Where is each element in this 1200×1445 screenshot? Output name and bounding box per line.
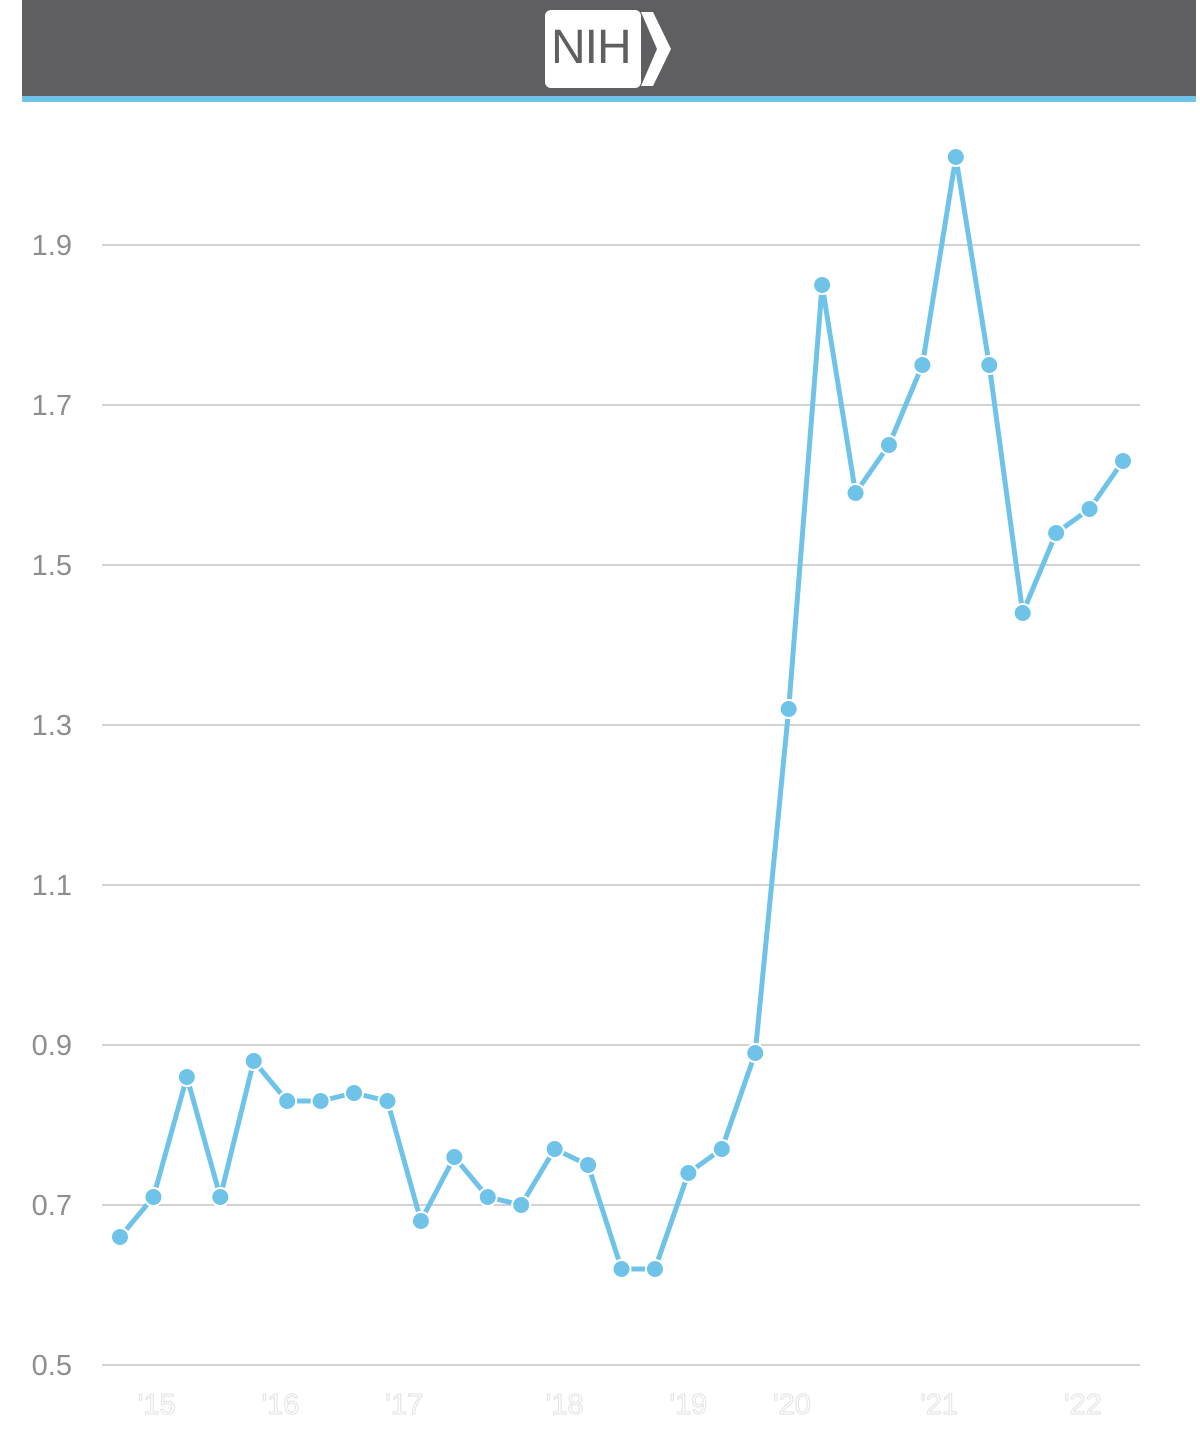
data-point — [711, 1139, 732, 1159]
data-point — [1012, 603, 1033, 623]
data-point — [176, 1067, 197, 1087]
data-point — [410, 1211, 431, 1231]
x-tick-label: '22 — [1064, 1389, 1102, 1421]
x-axis-ticks: '15 '16 '17 '18 '19 '20 '21 '22 — [137, 1389, 1102, 1422]
y-tick-label: 0.9 — [32, 1030, 72, 1062]
data-point — [110, 1227, 130, 1247]
data-point — [878, 435, 899, 455]
data-point — [511, 1195, 532, 1215]
data-point — [444, 1147, 465, 1167]
x-tick-label: '16 — [262, 1389, 300, 1421]
x-tick-label: '18 — [546, 1389, 584, 1421]
data-point — [845, 483, 866, 503]
x-tick-label: '19 — [669, 1389, 707, 1421]
data-point — [945, 147, 966, 167]
series-layer — [110, 147, 1133, 1279]
chevron-icon — [641, 12, 671, 86]
logo-text: NIH — [551, 21, 632, 74]
data-point — [1079, 499, 1100, 519]
y-axis-ticks: 0.5 0.7 0.9 1.1 1.3 1.5 1.7 1.9 — [32, 230, 72, 1382]
nih-logo: NIH — [545, 10, 673, 90]
data-point — [477, 1187, 498, 1207]
series-line — [118, 154, 1126, 1272]
y-tick-label: 1.3 — [32, 710, 72, 742]
data-point — [344, 1083, 365, 1103]
x-tick-label: '15 — [138, 1389, 176, 1421]
data-point — [912, 355, 933, 375]
data-point — [377, 1091, 398, 1111]
data-point — [745, 1043, 766, 1063]
data-point — [544, 1139, 565, 1159]
data-point — [979, 355, 1000, 375]
data-point — [812, 275, 833, 295]
data-point — [210, 1187, 231, 1207]
x-tick-label: '20 — [773, 1389, 811, 1421]
data-point — [1046, 523, 1067, 543]
data-point — [578, 1155, 599, 1175]
data-point — [243, 1051, 264, 1071]
logo-box: NIH — [545, 10, 641, 88]
data-point — [1113, 451, 1133, 471]
header-accent-line — [22, 96, 1196, 102]
data-point — [143, 1187, 164, 1207]
y-tick-label: 0.7 — [32, 1190, 72, 1222]
data-point — [644, 1259, 665, 1279]
y-tick-label: 1.1 — [32, 870, 72, 902]
grid-lines — [102, 244, 1140, 1366]
data-point — [778, 699, 799, 719]
x-tick-label: '21 — [920, 1389, 958, 1421]
y-tick-label: 1.9 — [32, 230, 72, 262]
y-tick-label: 1.7 — [32, 390, 72, 422]
data-point — [611, 1259, 632, 1279]
data-point — [678, 1163, 699, 1183]
data-point — [277, 1091, 298, 1111]
x-tick-label: '17 — [385, 1389, 423, 1421]
y-tick-label: 1.5 — [32, 550, 72, 582]
y-tick-label: 0.5 — [32, 1350, 72, 1382]
data-point — [310, 1091, 331, 1111]
